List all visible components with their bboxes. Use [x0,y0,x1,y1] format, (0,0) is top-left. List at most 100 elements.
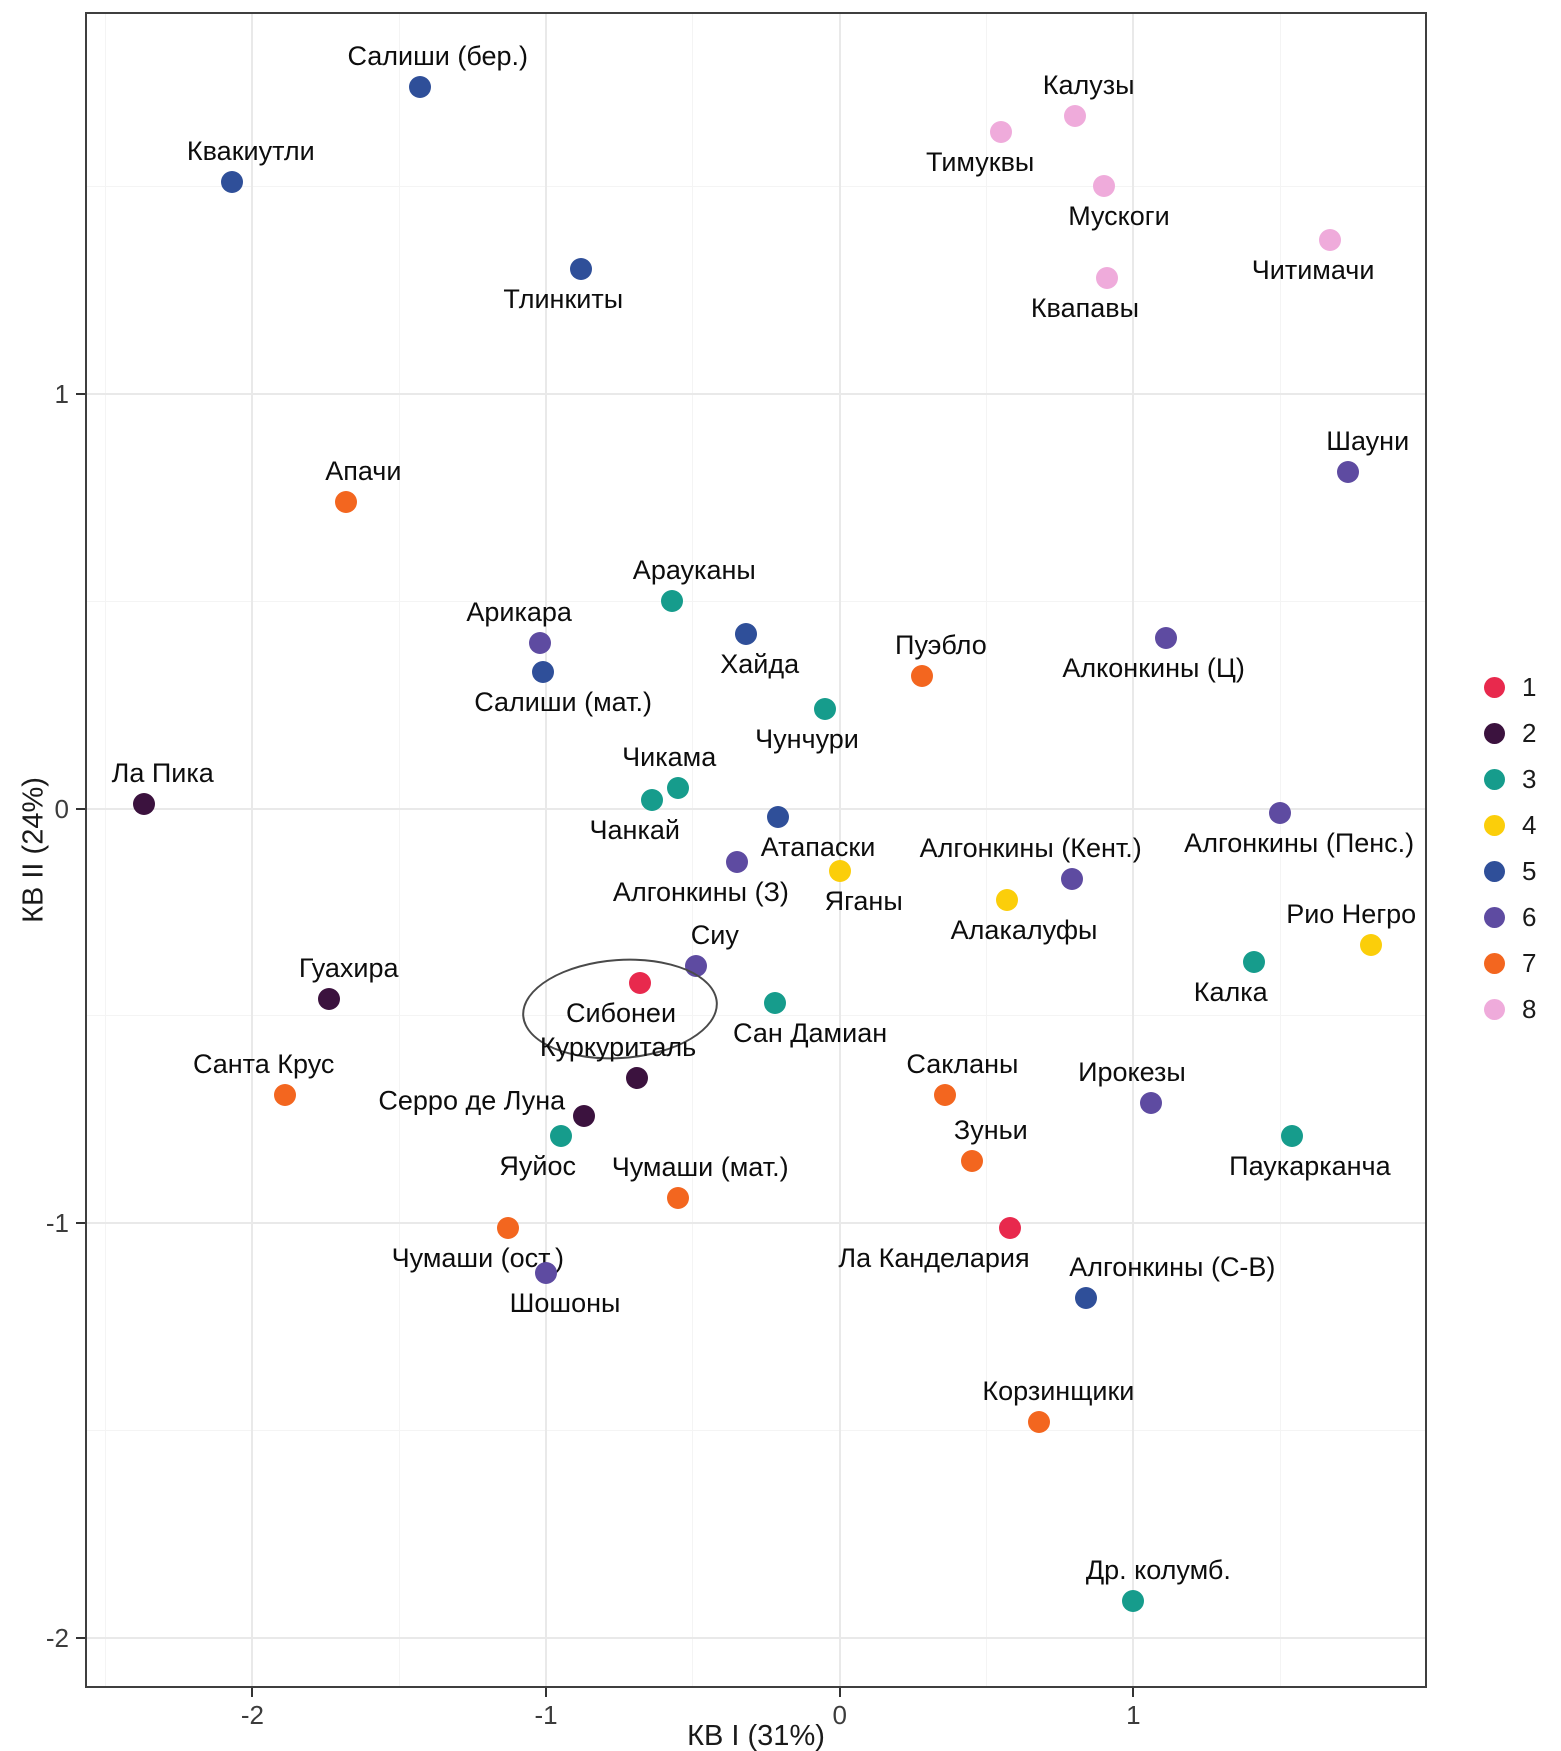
y-axis-tick-label: 1 [54,378,69,409]
legend: 1 2 3 4 5 6 7 8 [1484,664,1536,1032]
gridline-major-vertical [838,12,841,1688]
point-label: Ла Пика [111,758,214,789]
point-label: Яганы [824,885,903,916]
data-point [132,793,155,816]
gridline-major-horizontal [85,807,1427,810]
point-label: Салиши (бер.) [347,40,529,71]
y-axis-tick-label: 0 [54,793,69,824]
point-label: Ла Канделария [838,1242,1030,1273]
data-point [934,1083,957,1106]
point-label: Чумаши (мат.) [611,1152,789,1183]
point-label: Шошоны [509,1288,621,1319]
gridline-minor-vertical [1279,12,1281,1688]
point-label: Чикама [622,741,717,772]
point-label: Алконкины (Ц) [1062,653,1245,684]
point-label: Шауни [1326,426,1410,457]
point-label: Алгонкины (Кент.) [919,833,1142,864]
gridline-major-horizontal [85,392,1427,395]
data-point [996,888,1019,911]
legend-label: 2 [1522,718,1537,748]
gridline-minor-vertical [398,12,400,1688]
data-point [1242,951,1265,973]
data-point [273,1083,296,1106]
data-point [828,859,851,882]
point-label: Гуахира [298,953,399,984]
y-axis-tick [76,392,85,395]
point-label: Калузы [1042,69,1135,100]
data-point [1280,1125,1303,1148]
data-point [1060,868,1083,891]
point-label: Куркуриталь [539,1032,697,1063]
point-label: Яуйос [499,1151,577,1182]
data-point [1336,461,1359,484]
y-axis-tick [76,1637,85,1640]
legend-swatch [1484,722,1505,744]
data-point [1360,934,1383,957]
point-label: Квапавы [1030,292,1139,323]
x-axis-tick [838,1688,841,1697]
data-point [661,590,684,613]
data-point [1319,229,1342,252]
data-point [335,490,358,513]
legend-label: 5 [1522,856,1537,886]
data-point [220,171,243,194]
gridline-minor-horizontal [85,600,1427,602]
x-axis-tick-label: 0 [832,1700,847,1730]
x-axis-tick [1132,1688,1135,1697]
gridline-major-vertical [1132,12,1135,1688]
x-axis-tick-label: 1 [1126,1700,1141,1730]
point-label: Зуньи [953,1115,1028,1146]
point-label: Мускоги [1068,201,1170,232]
legend-item: 8 [1484,986,1536,1032]
y-axis-tick [76,807,85,810]
point-label: Ирокезы [1078,1057,1186,1088]
x-axis-title: КВ I (31%) [687,1720,825,1751]
point-label: Чанкай [589,815,680,846]
y-axis-tick-label: -1 [45,1208,69,1239]
point-label: Атапаски [760,831,876,862]
data-point [317,988,340,1011]
legend-item: 7 [1484,940,1536,986]
point-label: Чунчури [755,723,859,754]
point-label: Чумаши (ост.) [391,1242,565,1273]
y-axis-tick [76,1222,85,1225]
data-point [767,805,790,828]
legend-item: 5 [1484,848,1536,894]
point-label: Арикара [466,596,572,627]
data-point [529,631,552,654]
data-point [1028,1411,1051,1434]
gridline-minor-vertical [692,12,694,1688]
data-point [667,776,690,799]
gridline-major-vertical [251,12,254,1688]
gridline-major-vertical [545,12,548,1688]
data-point [999,1216,1021,1239]
point-label: Паукарканча [1229,1151,1391,1182]
data-point [1092,175,1115,198]
legend-label: 4 [1522,810,1537,840]
point-label: Алакалуфы [950,914,1098,945]
data-point [960,1150,983,1173]
data-point [1095,266,1118,289]
data-point [496,1216,519,1239]
point-label: Сиу [690,920,739,951]
data-point [1122,1589,1145,1612]
point-label: Др. колумб. [1085,1554,1231,1585]
point-label: Апачи [325,455,402,486]
legend-label: 6 [1522,902,1537,932]
data-point [1139,1092,1162,1115]
data-point [573,1104,596,1127]
legend-item: 4 [1484,802,1536,848]
data-point [549,1125,572,1148]
data-point [532,660,555,683]
legend-label: 3 [1522,764,1537,794]
x-axis-tick [251,1688,254,1697]
legend-swatch [1484,998,1505,1020]
gridline-minor-horizontal [85,1015,1427,1017]
point-label: Сакланы [906,1048,1019,1079]
data-point [570,258,593,281]
legend-swatch [1484,906,1505,928]
data-point [734,623,757,646]
y-axis-tick-label: -2 [45,1623,69,1654]
